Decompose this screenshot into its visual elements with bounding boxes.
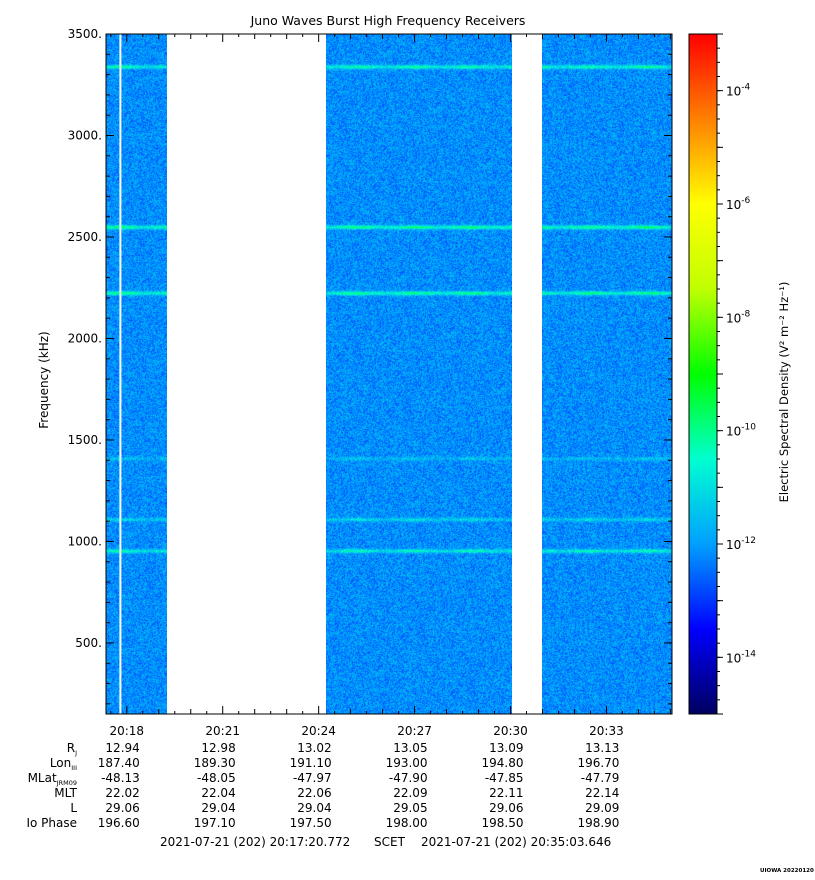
credit-stamp: UIOWA 20220120 xyxy=(760,868,814,874)
colorbar: 10-14 10-12 10-10 10-8 10-6 10-4 xyxy=(688,33,756,715)
spectrogram-segment xyxy=(106,34,167,714)
ephemeris-value: 198.50 xyxy=(482,816,524,830)
y-tick-label: 3500. xyxy=(68,27,102,41)
ephemeris-value: 13.02 xyxy=(297,741,331,755)
ephemeris-row-label-subscript: JRM09 xyxy=(56,779,77,787)
ephemeris-value: 12.98 xyxy=(201,741,235,755)
ephemeris-value: -48.05 xyxy=(197,771,236,785)
colorbar-tick-label: 10-6 xyxy=(726,196,751,212)
ephemeris-value: 22.11 xyxy=(489,786,523,800)
ephemeris-row-label-subscript: J xyxy=(74,749,77,757)
y-axis-ticks: 500. 1000. 1500. 2000. 2500. 3000. 3500. xyxy=(68,27,672,705)
colorbar-tick-exponent: -12 xyxy=(741,536,756,546)
y-tick-label: 3000. xyxy=(68,128,102,142)
ephemeris-value: 29.06 xyxy=(105,801,139,815)
x-tick-label: 20:30 xyxy=(493,724,528,738)
ephemeris-value: 194.80 xyxy=(482,756,524,770)
spectrogram-segment xyxy=(326,34,512,714)
footer-end-time: 2021-07-21 (202) 20:35:03.646 xyxy=(421,835,611,849)
ephemeris-value: 29.06 xyxy=(489,801,523,815)
spectrogram-plot-area: 500. 1000. 1500. 2000. 2500. 3000. 3500. 20:18… xyxy=(68,27,673,738)
ephemeris-value: 193.00 xyxy=(386,756,428,770)
ephemeris-value: 191.10 xyxy=(290,756,332,770)
ephemeris-row-label: Io Phase xyxy=(26,816,77,830)
ephemeris-value: 22.04 xyxy=(201,786,235,800)
ephemeris-value: 187.40 xyxy=(98,756,140,770)
chart-title: Juno Waves Burst High Frequency Receiver… xyxy=(250,13,526,28)
footer-scet-label: SCET xyxy=(374,835,406,849)
ephemeris-value: 198.00 xyxy=(386,816,428,830)
ephemeris-value: 29.09 xyxy=(585,801,619,815)
ephemeris-value: 29.04 xyxy=(297,801,331,815)
x-tick-label: 20:33 xyxy=(589,724,624,738)
data-segments xyxy=(106,34,672,714)
ephemeris-value: 13.09 xyxy=(489,741,523,755)
ephemeris-value: 197.10 xyxy=(194,816,236,830)
ephemeris-row-label-subscript: III xyxy=(71,764,77,772)
ephemeris-value: 22.06 xyxy=(297,786,331,800)
colorbar-tick-exponent: -6 xyxy=(741,196,750,206)
data-gap-line xyxy=(119,34,122,714)
colorbar-label: Electric Spectral Density (V² m⁻² Hz⁻¹) xyxy=(777,282,791,503)
ephemeris-row-label: L xyxy=(70,801,77,815)
ephemeris-value: 29.05 xyxy=(393,801,427,815)
y-tick-label: 1000. xyxy=(68,534,102,548)
colorbar-tick-exponent: -4 xyxy=(741,83,750,93)
colorbar-tick-exponent: -14 xyxy=(741,649,756,659)
y-tick-label: 2000. xyxy=(68,331,102,345)
ephemeris-value: -47.90 xyxy=(389,771,428,785)
plot-frame xyxy=(105,33,673,715)
colorbar-tick-label: 10-8 xyxy=(726,309,751,325)
ephemeris-value: 189.30 xyxy=(194,756,236,770)
ephemeris-value: -47.79 xyxy=(581,771,620,785)
colorbar-tick-label: 10-10 xyxy=(726,423,756,439)
ephemeris-value: 22.14 xyxy=(585,786,619,800)
y-axis-label: Frequency (kHz) xyxy=(37,331,51,428)
ephemeris-value: -47.85 xyxy=(485,771,524,785)
ephemeris-value: 12.94 xyxy=(105,741,139,755)
y-tick-label: 1500. xyxy=(68,433,102,447)
ephemeris-value: 198.90 xyxy=(577,816,619,830)
x-tick-label: 20:18 xyxy=(109,724,144,738)
x-tick-label: 20:21 xyxy=(205,724,240,738)
x-axis-ticks: 20:18 20:21 20:24 20:27 20:30 20:33 xyxy=(109,34,671,738)
y-tick-label: 2500. xyxy=(68,230,102,244)
colorbar-tick-label: 10-14 xyxy=(726,649,756,665)
ephemeris-value: 22.09 xyxy=(393,786,427,800)
ephemeris-row-label: LonIII xyxy=(50,756,77,772)
footer-start-time: 2021-07-21 (202) 20:17:20.772 xyxy=(160,835,350,849)
ephemeris-value: 197.50 xyxy=(290,816,332,830)
ephemeris-value: -48.13 xyxy=(101,771,140,785)
colorbar-tick-label: 10-12 xyxy=(726,536,756,552)
ephemeris-row-label: RJ xyxy=(67,741,77,757)
ephemeris-row-label: MLT xyxy=(54,786,77,800)
ephemeris-value: -47.97 xyxy=(293,771,332,785)
ephemeris-value: 196.70 xyxy=(577,756,619,770)
spectrogram-segment xyxy=(542,34,672,714)
x-tick-label: 20:27 xyxy=(397,724,432,738)
y-tick-label: 500. xyxy=(75,636,102,650)
ephemeris-value: 13.05 xyxy=(393,741,427,755)
ephemeris-value: 196.60 xyxy=(98,816,140,830)
ephemeris-value: 13.13 xyxy=(585,741,619,755)
colorbar-tick-exponent: -8 xyxy=(741,309,750,319)
colorbar-ticks: 10-14 10-12 10-10 10-8 10-6 10-4 xyxy=(717,33,756,715)
x-tick-label: 20:24 xyxy=(301,724,336,738)
colorbar-tick-label: 10-4 xyxy=(726,83,751,99)
ephemeris-row-label: MLatJRM09 xyxy=(28,771,77,787)
colorbar-fill xyxy=(688,33,718,715)
ephemeris-value: 22.02 xyxy=(105,786,139,800)
colorbar-tick-exponent: -10 xyxy=(741,423,756,433)
ephemeris-value: 29.04 xyxy=(201,801,235,815)
